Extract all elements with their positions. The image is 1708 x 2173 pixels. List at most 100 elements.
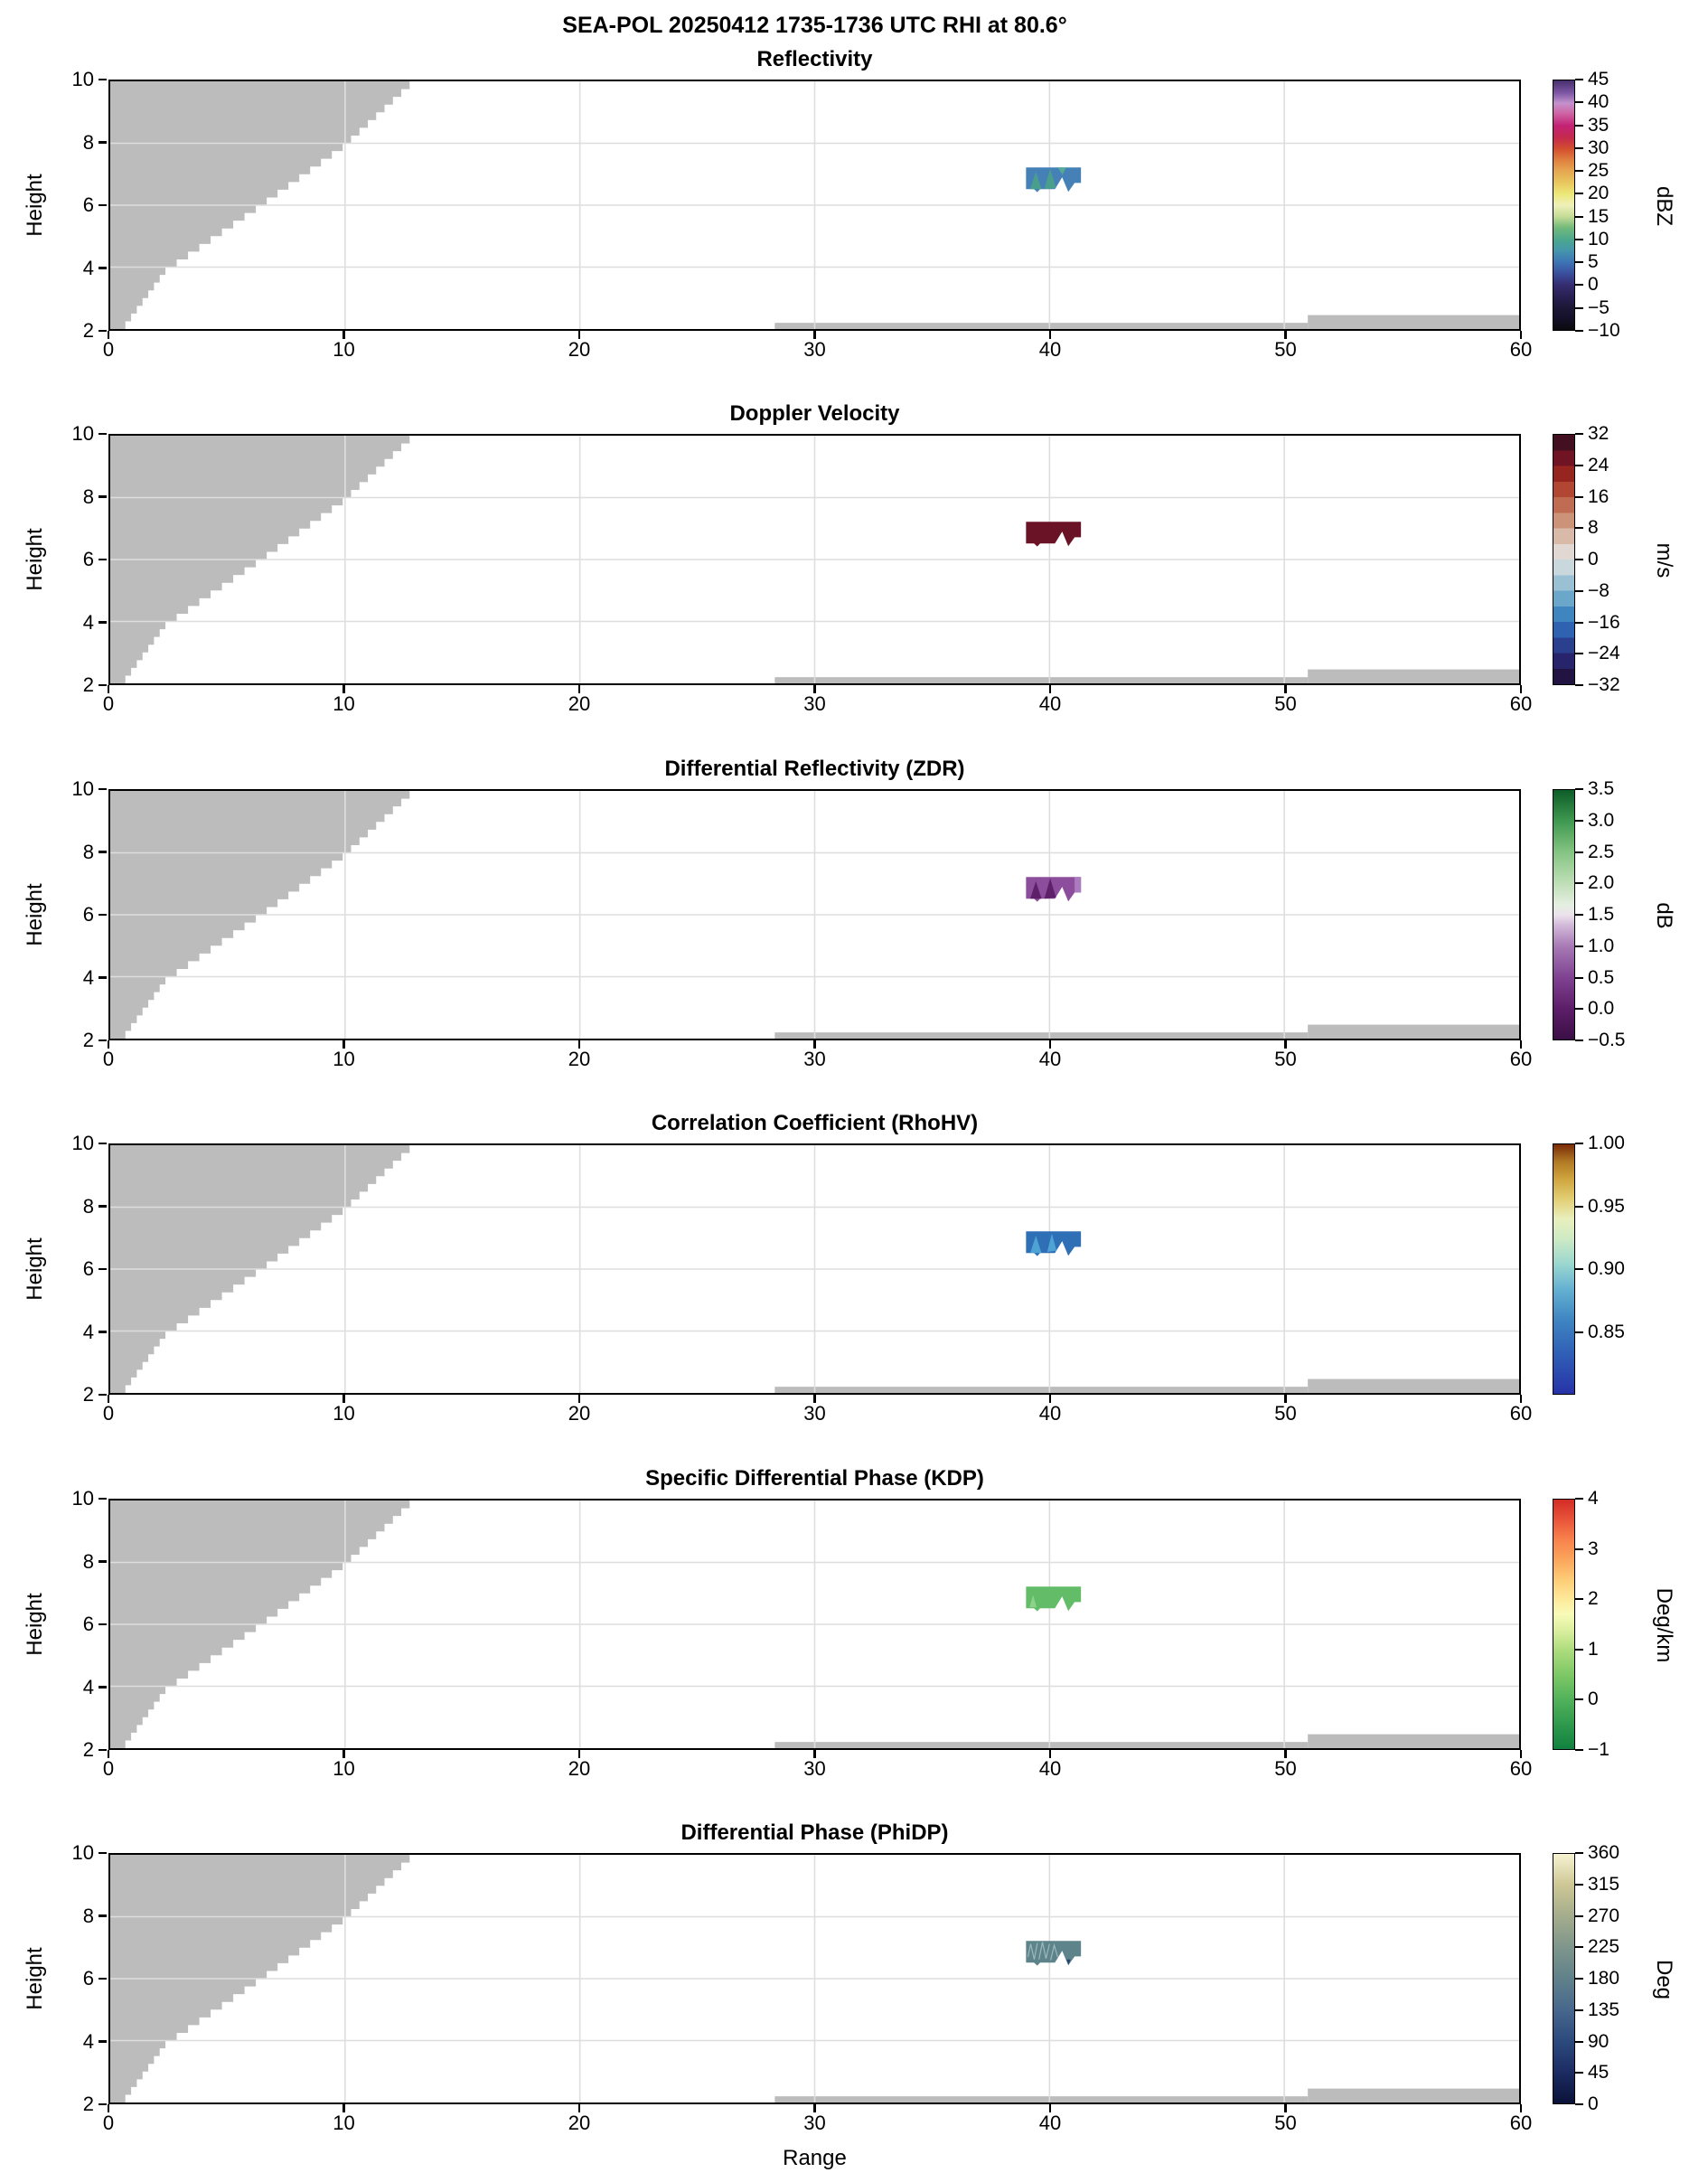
- echo-detail: [1046, 1233, 1057, 1253]
- rhi-plot-canvas: [110, 1855, 1519, 2102]
- colorbar-tick-mark: [1575, 589, 1583, 592]
- x-tick-label: 0: [102, 1048, 115, 1070]
- y-tick-mark: [99, 1977, 107, 1980]
- ground-strip: [1308, 1024, 1519, 1039]
- rhi-plot-canvas: [110, 436, 1519, 683]
- figure-title: SEA-POL 20250412 1735-1736 UTC RHI at 80…: [562, 13, 1067, 38]
- x-tick-label: 20: [568, 1048, 591, 1070]
- x-tick-label: 60: [1509, 338, 1533, 361]
- x-tick-mark: [1048, 1040, 1052, 1049]
- x-tick-label: 30: [803, 1402, 826, 1425]
- colorbar-tick-label: 0.95: [1588, 1195, 1625, 1217]
- x-tick-mark: [1284, 1750, 1287, 1758]
- echo-patch: [1026, 1586, 1082, 1612]
- echo-detail: [1030, 1236, 1042, 1254]
- colorbar-tick-label: 135: [1588, 1999, 1620, 2020]
- colorbar-tick-mark: [1575, 1039, 1583, 1041]
- x-tick-label: 30: [803, 1757, 826, 1780]
- ground-strip: [1308, 315, 1519, 329]
- colorbar-tick-mark: [1575, 1749, 1583, 1751]
- colorbar-tick-mark: [1575, 1498, 1583, 1500]
- colorbar: [1553, 789, 1575, 1040]
- x-axis-label: Range: [783, 2146, 847, 2170]
- colorbar-unit-label: m/s: [1652, 542, 1676, 579]
- echo-detail: [1057, 167, 1066, 175]
- x-tick-label: 10: [333, 692, 355, 715]
- x-tick-label: 40: [1038, 1402, 1062, 1425]
- colorbar-tick-mark: [1575, 653, 1583, 655]
- x-tick-label: 60: [1509, 1757, 1533, 1780]
- x-tick-label: 0: [102, 1757, 115, 1780]
- colorbar-tick-mark: [1575, 1883, 1583, 1886]
- x-tick-mark: [813, 1750, 816, 1758]
- colorbar-tick-label: −0.5: [1588, 1030, 1626, 1050]
- colorbar-tick-mark: [1575, 819, 1583, 822]
- y-tick-mark: [99, 787, 107, 791]
- colorbar-tick-label: 1: [1588, 1638, 1599, 1660]
- colorbar: [1553, 1499, 1575, 1750]
- y-tick-mark: [99, 1142, 107, 1145]
- x-tick-label: 30: [803, 692, 826, 715]
- x-tick-label: 30: [803, 1048, 826, 1070]
- x-tick-label: 40: [1038, 692, 1062, 715]
- x-tick-mark: [1519, 1040, 1523, 1049]
- x-tick-mark: [577, 1040, 581, 1049]
- panel-title: Correlation Coefficient (RhoHV): [651, 1111, 979, 1135]
- y-tick-label: 4: [82, 610, 94, 634]
- colorbar-tick-label: 315: [1588, 1873, 1620, 1895]
- colorbar-tick-label: 0: [1588, 2093, 1599, 2114]
- x-tick-label: 60: [1509, 1048, 1533, 1070]
- x-tick-mark: [107, 1040, 110, 1049]
- x-tick-label: 10: [333, 2112, 355, 2134]
- colorbar-tick-label: 2: [1588, 1588, 1599, 1610]
- colorbar-unit-label: dBZ: [1652, 185, 1676, 226]
- rhi-panel: Differential Reflectivity (ZDR) Height 1…: [0, 755, 1708, 1109]
- x-tick-mark: [107, 1750, 110, 1758]
- x-tick-mark: [813, 1040, 816, 1049]
- echo-detail: [1051, 1945, 1058, 1960]
- x-tick-label: 60: [1509, 1402, 1533, 1425]
- y-tick-label: 2: [82, 1029, 94, 1051]
- x-tick-mark: [343, 331, 345, 339]
- x-tick-mark: [577, 1395, 581, 1403]
- y-tick-mark: [99, 621, 107, 624]
- ground-strip: [774, 1387, 1309, 1393]
- colorbar-tick-label: −16: [1588, 611, 1620, 633]
- panel-title: Specific Differential Phase (KDP): [645, 1466, 984, 1491]
- y-tick-mark: [99, 1914, 107, 1917]
- x-tick-label: 10: [333, 1402, 355, 1425]
- ground-strip: [1308, 1734, 1519, 1748]
- echo-detail: [1030, 881, 1042, 899]
- colorbar-tick-label: 0.5: [1588, 966, 1615, 988]
- x-tick-mark: [813, 331, 816, 339]
- y-tick-label: 6: [82, 903, 94, 926]
- colorbar-tick-mark: [1575, 1698, 1583, 1701]
- x-tick-mark: [343, 2104, 345, 2112]
- x-tick-label: 30: [803, 2112, 826, 2134]
- colorbar-tick-label: 1.5: [1588, 904, 1615, 925]
- colorbar-tick-label: −1: [1588, 1739, 1609, 1760]
- colorbar-tick-label: 8: [1588, 517, 1599, 539]
- colorbar-tick-mark: [1575, 170, 1583, 173]
- x-tick-mark: [107, 331, 110, 339]
- echo-detail: [1029, 1594, 1037, 1608]
- colorbar-tick-mark: [1575, 215, 1583, 218]
- y-tick-label: 4: [82, 965, 94, 989]
- y-tick-label: 2: [82, 1738, 94, 1761]
- y-tick-label: 10: [71, 68, 94, 90]
- x-tick-mark: [343, 1395, 345, 1403]
- colorbar-tick-mark: [1575, 914, 1583, 916]
- colorbar-tick-label: 30: [1588, 136, 1609, 158]
- rhi-panel: Specific Differential Phase (KDP) Height…: [0, 1464, 1708, 1819]
- colorbar-tick-label: 3: [1588, 1538, 1599, 1559]
- echo-patch: [1026, 522, 1082, 547]
- x-tick-mark: [1284, 685, 1287, 693]
- y-tick-label: 6: [82, 1967, 94, 1990]
- colorbar-tick-mark: [1575, 1547, 1583, 1550]
- x-tick-mark: [577, 2104, 581, 2112]
- colorbar-tick-mark: [1575, 684, 1583, 686]
- rhi-plot-canvas: [110, 81, 1519, 329]
- echo-detail: [1066, 1959, 1071, 1965]
- colorbar-tick-mark: [1575, 1852, 1583, 1854]
- colorbar-tick-label: 25: [1588, 160, 1609, 182]
